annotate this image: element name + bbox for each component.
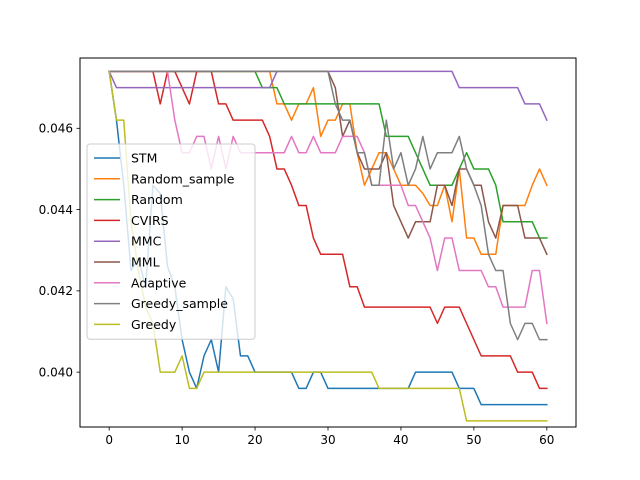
legend-label: Adaptive [131,275,187,290]
legend-label: STM [131,151,157,166]
y-tick-label: 0.046 [39,122,73,136]
legend: STM Random_sample Random CVIRS MMC MML Adaptiv… [86,143,256,340]
legend-label: Random [131,192,183,207]
legend-label: Greedy [131,317,177,332]
legend-box [86,143,256,340]
legend-label: Greedy_sample [131,296,228,311]
y-tick-label: 0.042 [39,284,73,298]
y-tick-label: 0.040 [39,365,73,379]
x-tick-label: 0 [105,433,113,447]
series-line-greedy [108,70,548,422]
legend-label: CVIRS [131,213,169,228]
x-tick-label: 30 [320,433,335,447]
x-tick-label: 40 [393,433,408,447]
x-tick-label: 20 [247,433,262,447]
y-tick-label: 0.044 [39,203,73,217]
x-tick-label: 50 [466,433,481,447]
legend-label: MMC [131,234,162,249]
x-axis: 0 10 20 30 40 50 60 [105,427,554,447]
legend-label: MML [131,255,160,270]
x-tick-label: 10 [174,433,189,447]
y-axis: 0.040 0.042 0.044 0.046 [39,122,80,379]
legend-label: Random_sample [131,171,235,186]
series-line-greedy-sample [108,70,548,341]
x-tick-label: 60 [539,433,554,447]
